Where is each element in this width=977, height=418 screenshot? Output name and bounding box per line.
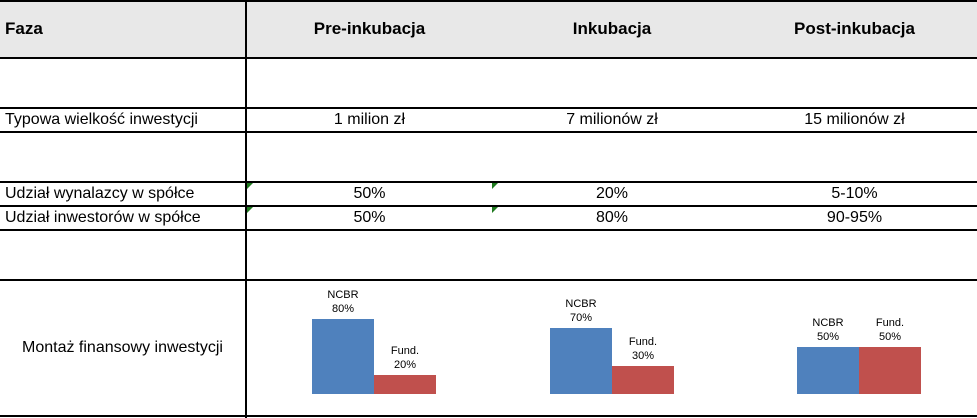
row-label-financing: Montaż finansowy inwestycji bbox=[22, 339, 223, 356]
data-label-name: Fund. bbox=[628, 335, 658, 348]
investment-size-incubation: 7 milionów zł bbox=[566, 111, 658, 128]
data-label-name: NCBR bbox=[565, 298, 597, 311]
investor-share-incubation: 80% bbox=[595, 209, 629, 226]
data-label-value: 80% bbox=[331, 303, 355, 315]
data-label-name: Fund. bbox=[390, 345, 420, 358]
phase-header: Faza bbox=[5, 18, 43, 38]
cell-marker bbox=[492, 183, 498, 189]
data-label-value: 20% bbox=[393, 359, 417, 372]
data-label-name: NCBR bbox=[812, 317, 844, 330]
row-label-inventor-share: Udział wynalazcy w spółce bbox=[5, 185, 195, 202]
investment-size-pre: 1 milion zł bbox=[333, 111, 406, 128]
data-label-value: 50% bbox=[816, 331, 840, 344]
row-divider bbox=[0, 131, 977, 133]
row-divider bbox=[0, 57, 977, 59]
table-border-bottom bbox=[0, 415, 977, 417]
row-divider bbox=[0, 181, 977, 183]
bar-ncbr-chart-3 bbox=[797, 347, 859, 394]
investment-size-post: 15 milionów zł bbox=[804, 111, 905, 128]
data-label-value: 70% bbox=[569, 312, 593, 325]
data-label-fund-chart-3: Fund. 50% bbox=[859, 316, 921, 344]
inventor-share-incubation: 20% bbox=[595, 185, 629, 202]
cell-marker bbox=[492, 207, 498, 213]
cell-marker bbox=[247, 183, 253, 189]
data-label-ncbr-chart-1: NCBR 80% bbox=[312, 288, 374, 316]
data-label-ncbr-chart-3: NCBR 50% bbox=[797, 316, 859, 344]
table-border-top bbox=[0, 0, 977, 2]
bar-ncbr-chart-1 bbox=[312, 319, 374, 394]
bar-fund-chart-2 bbox=[612, 365, 674, 394]
data-label-value: 50% bbox=[878, 331, 902, 344]
data-label-ncbr-chart-2: NCBR 70% bbox=[550, 297, 612, 325]
row-divider bbox=[0, 205, 977, 207]
bar-ncbr-chart-2 bbox=[550, 328, 612, 394]
column-header-incubation: Inkubacja bbox=[572, 18, 652, 38]
data-label-name: Fund. bbox=[875, 317, 905, 330]
inventor-share-pre: 50% bbox=[353, 185, 386, 202]
bar-fund-chart-1 bbox=[374, 375, 436, 394]
row-divider bbox=[0, 229, 977, 231]
data-label-value: 30% bbox=[631, 349, 655, 362]
column-divider bbox=[245, 0, 247, 418]
row-divider bbox=[0, 107, 977, 109]
cell-marker bbox=[247, 207, 253, 213]
investor-share-pre: 50% bbox=[353, 209, 386, 226]
bar-fund-chart-3 bbox=[859, 347, 921, 394]
row-label-investment-size: Typowa wielkość inwestycji bbox=[5, 111, 198, 128]
data-label-name: NCBR bbox=[327, 289, 359, 301]
data-label-fund-chart-1: Fund. 20% bbox=[374, 344, 436, 372]
data-label-fund-chart-2: Fund. 30% bbox=[612, 335, 674, 363]
row-label-investor-share: Udział inwestorów w spółce bbox=[5, 209, 201, 226]
header-row bbox=[0, 0, 977, 57]
row-divider bbox=[0, 279, 977, 281]
investor-share-post: 90-95% bbox=[826, 209, 883, 226]
inventor-share-post: 5-10% bbox=[831, 185, 878, 202]
column-header-post-incubation: Post-inkubacja bbox=[794, 18, 915, 38]
column-header-pre-incubation: Pre-inkubacja bbox=[313, 18, 426, 38]
